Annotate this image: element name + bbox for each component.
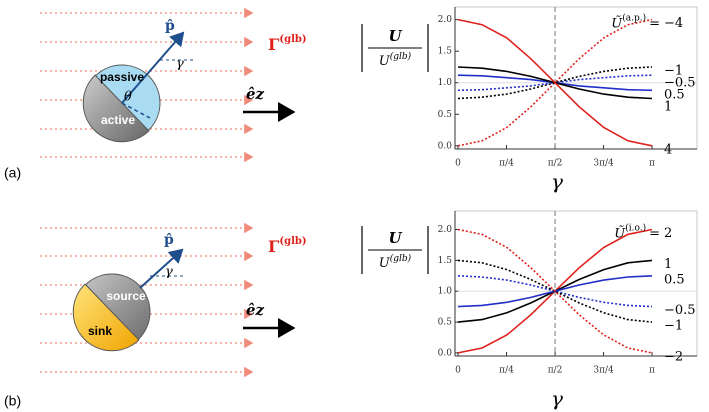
- diagram-a: passive active p̂ γ θ Γ(glb) êz (a): [4, 7, 307, 181]
- orientation-label: p̂: [165, 18, 175, 34]
- x-tick-label: 0: [455, 366, 461, 376]
- y-axis-label: U: [388, 27, 402, 45]
- sphere-half: [82, 74, 150, 143]
- field-label: Γ(glb): [268, 236, 307, 256]
- y-tick-label: 1.5: [438, 256, 453, 266]
- diagram-b: source sink p̂ γ Γ(glb) êz (b): [4, 222, 307, 409]
- series-line: [457, 18, 653, 147]
- field-label: Γ(glb): [268, 34, 307, 54]
- y-label-sup: (glb): [390, 253, 412, 264]
- legend-eq: =: [649, 16, 660, 31]
- panel-label: (a): [4, 165, 21, 181]
- legend-symbol: Ũ: [614, 225, 626, 241]
- half-label: passive: [100, 70, 144, 84]
- legend-sup: (i.o.): [625, 222, 646, 233]
- series-line: [457, 228, 653, 354]
- y-axis-label: U(glb): [379, 253, 412, 271]
- series-line: [457, 66, 653, 100]
- y-tick-label: 0.5: [438, 110, 453, 120]
- orientation-label: p̂: [164, 232, 174, 248]
- series-line: [457, 259, 653, 323]
- field-lines: [40, 222, 254, 378]
- orientation-arrow: [121, 31, 185, 104]
- angle-label: θ: [124, 90, 132, 105]
- sphere-half: [72, 283, 140, 352]
- half-label: active: [101, 113, 135, 127]
- legend-eq: =: [649, 226, 660, 241]
- series-label: −1: [664, 63, 683, 78]
- x-tick-label: π/2: [548, 159, 563, 169]
- series-label: 2: [664, 226, 672, 241]
- series-label: −4: [664, 16, 683, 31]
- angle-label: γ: [165, 265, 173, 280]
- y-axis-label: U: [388, 229, 402, 247]
- legend-sup: (a.p.): [622, 12, 646, 23]
- plot-frame: [454, 210, 698, 357]
- x-tick-label: π/4: [499, 159, 514, 169]
- y-label-den: U: [379, 54, 391, 69]
- series-label: −0.5: [664, 75, 696, 90]
- legend-title: Ũ(a.p.) =: [611, 12, 660, 31]
- y-axis-label: U(glb): [379, 51, 412, 69]
- panel-label: (b): [4, 393, 21, 409]
- series-line: [457, 275, 653, 308]
- series-label: 0.5: [664, 272, 685, 287]
- x-axis-label: γ: [551, 170, 563, 194]
- orientation-arrow: [139, 248, 184, 289]
- y-tick-label: 2.0: [438, 15, 453, 25]
- y-tick-label: 1.0: [438, 78, 453, 88]
- series-label: −2: [664, 349, 683, 364]
- y-tick-label: 2.0: [438, 225, 453, 235]
- x-tick-label: 0: [455, 159, 461, 169]
- series-label: 0.5: [664, 87, 685, 102]
- y-label-sup: (glb): [390, 51, 412, 62]
- x-tick-label: π: [649, 159, 655, 169]
- series-label: 1: [664, 257, 672, 272]
- series-label: −1: [664, 319, 683, 334]
- legend-title: Ũ(i.o.) =: [614, 222, 660, 241]
- y-tick-label: 1.5: [438, 47, 453, 57]
- x-tick-label: π: [649, 366, 655, 376]
- y-label-den: U: [379, 256, 391, 271]
- direction-label: êz: [246, 85, 265, 103]
- x-tick-label: π/2: [548, 366, 563, 376]
- x-tick-label: 3π/4: [593, 366, 614, 376]
- charts: 0.00.51.01.52.00 π/4 π/2 3π/4 π−4−1−0.50.514…: [361, 6, 698, 411]
- legend-symbol: Ũ: [611, 15, 623, 31]
- half-label: sink: [88, 324, 112, 338]
- series-label: 1: [664, 99, 672, 114]
- half-label: source: [106, 289, 146, 303]
- angle-label: γ: [176, 57, 184, 72]
- series-line: [457, 18, 653, 147]
- y-tick-label: 1.0: [438, 287, 453, 297]
- direction-label: êz: [246, 301, 265, 319]
- x-tick-label: 3π/4: [593, 159, 614, 169]
- x-axis-label: γ: [551, 387, 563, 411]
- y-tick-label: 0.0: [438, 348, 453, 358]
- series-label: 4: [664, 142, 672, 157]
- dashed-axis: [121, 102, 151, 119]
- x-tick-label: π/4: [499, 366, 514, 376]
- y-tick-label: 0.5: [438, 318, 453, 328]
- y-tick-label: 0.0: [438, 141, 453, 151]
- series-label: −0.5: [664, 303, 696, 318]
